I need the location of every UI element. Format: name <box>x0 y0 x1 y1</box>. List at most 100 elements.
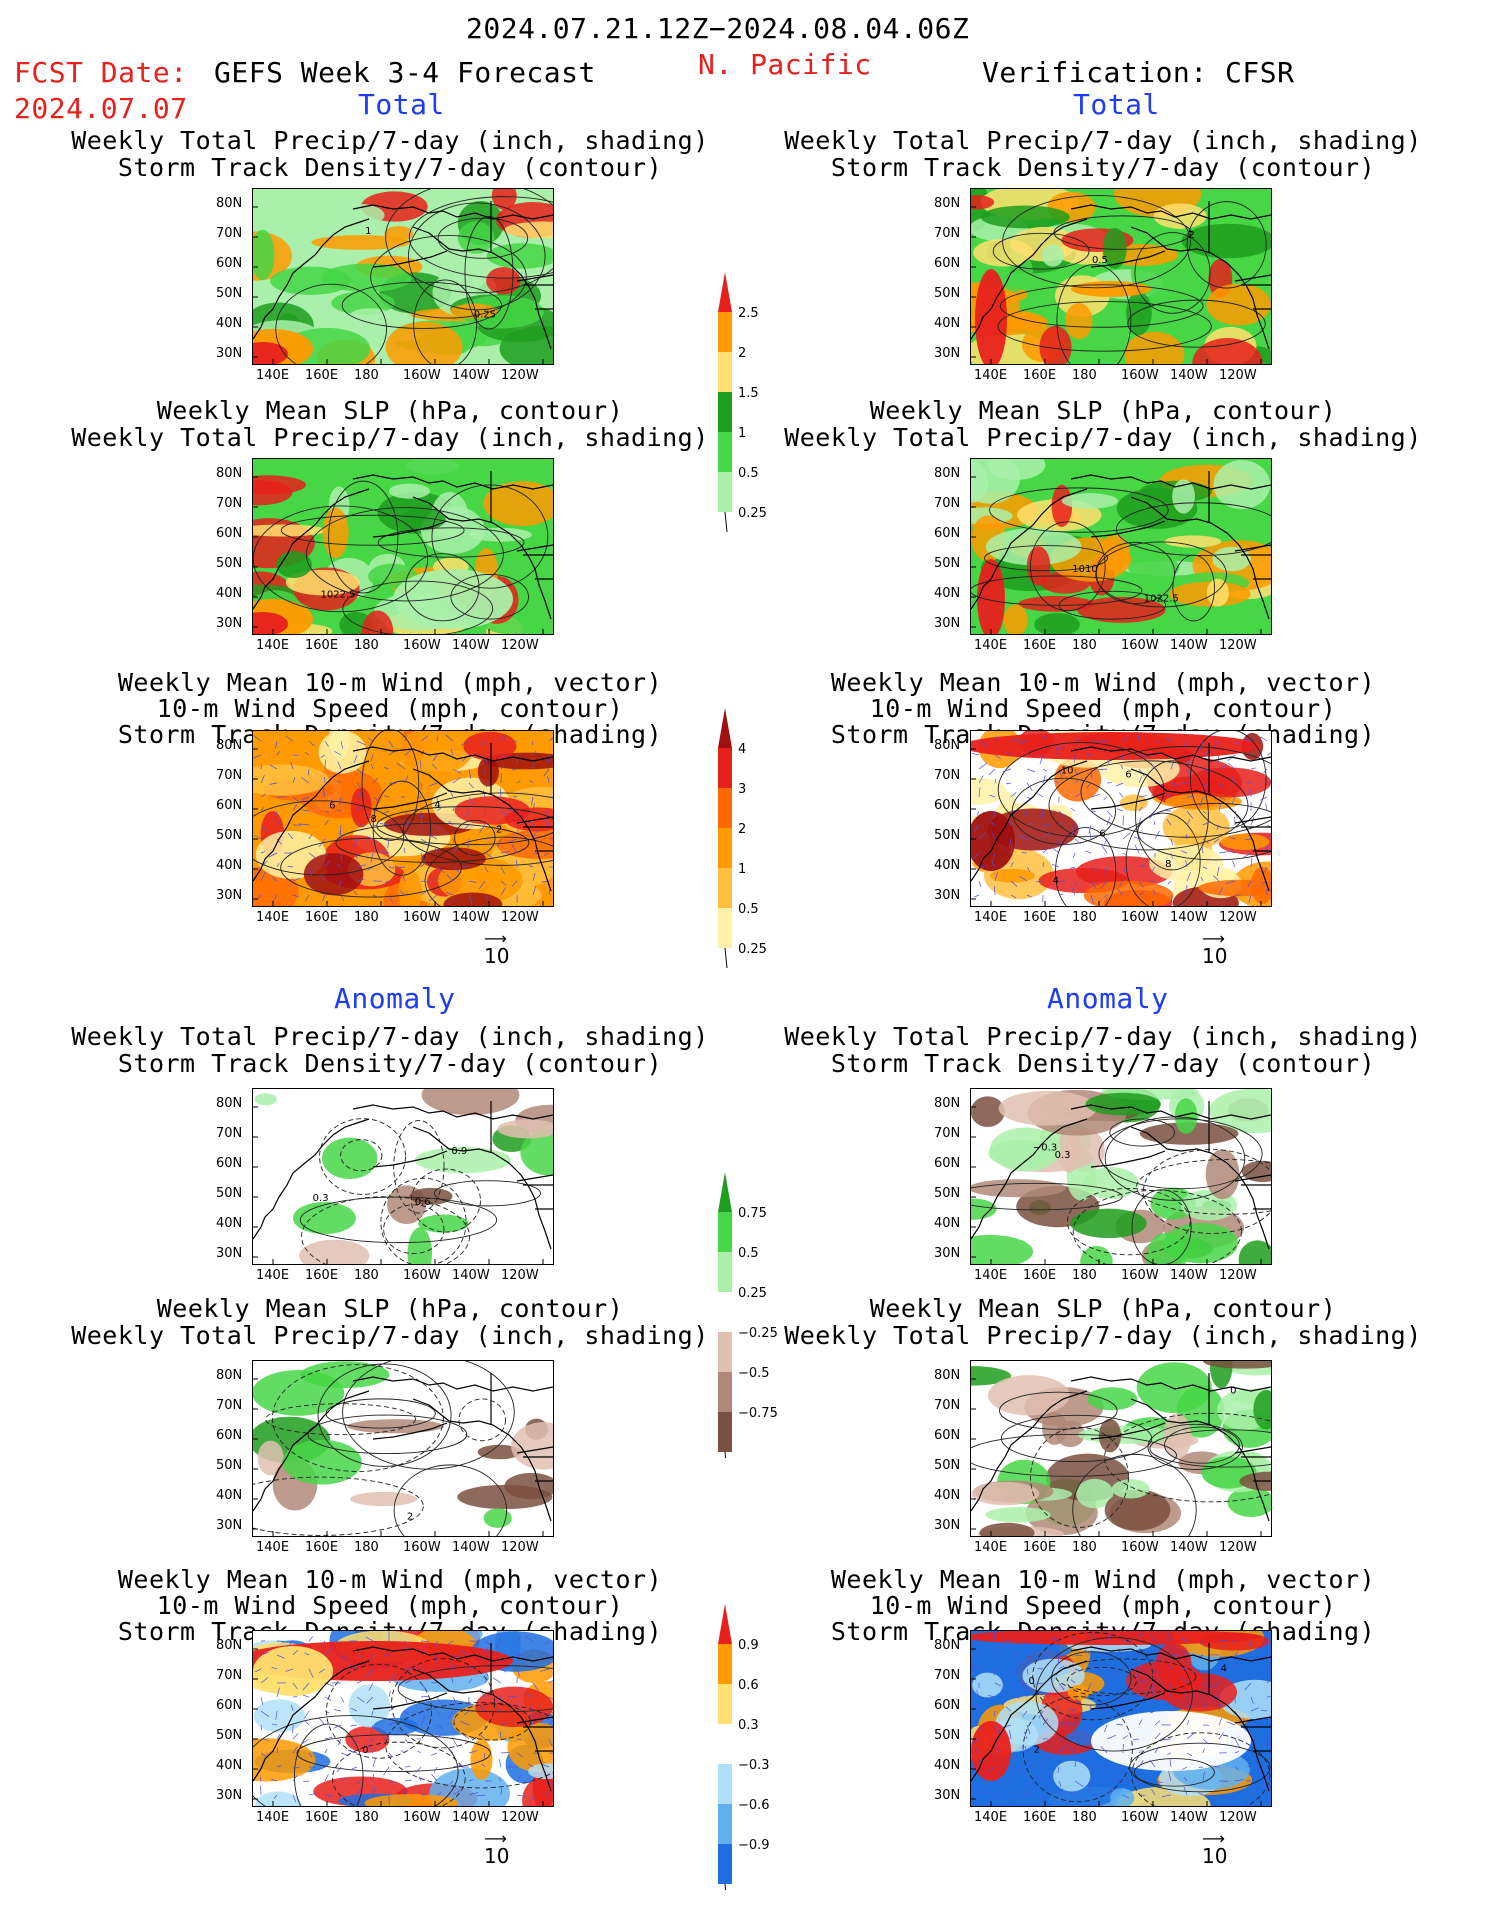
panel-title-line: Storm Track Density/7-day (contour) <box>117 153 663 182</box>
colorbar-tick-label: 3 <box>738 782 746 797</box>
contour-label: 0 <box>362 1745 368 1756</box>
lat-tick-label: 50N <box>216 286 243 301</box>
colorbar-tick-label: 2 <box>738 346 746 361</box>
colorbar-end-cap <box>724 1883 727 1890</box>
lon-tick-label: 120W <box>501 1268 539 1283</box>
colorbar-tick-label: 0.5 <box>738 1246 759 1261</box>
colorbar-segment <box>718 748 732 788</box>
lon-tick-label: 140W <box>452 638 490 653</box>
panel-title-line: Weekly Mean SLP (hPa, contour) <box>869 396 1337 425</box>
colorbar-segment <box>718 1644 732 1684</box>
contour-label: 6 <box>329 801 335 812</box>
lat-tick-label: 80N <box>934 1638 961 1653</box>
lon-tick-label: 160W <box>1121 1268 1159 1283</box>
colorbar-tick-label: −0.9 <box>738 1838 770 1853</box>
map-panel-vsa: 0 <box>970 1360 1272 1537</box>
reference-vector: ⟶ 10 <box>484 1831 509 1869</box>
colorbar-tick-label: 0.25 <box>738 942 767 957</box>
lat-tick-label: 40N <box>934 586 961 601</box>
lat-tick-label: 80N <box>216 1096 243 1111</box>
lat-tick-label: 30N <box>216 616 243 631</box>
lat-tick-label: 50N <box>216 1458 243 1473</box>
map-plot: 0.9 0.6 0.3 <box>253 1089 553 1264</box>
contour-label: 0.3 <box>1055 1150 1071 1161</box>
reference-vector-arrow: ⟶ <box>1202 929 1225 948</box>
lat-tick-label: 40N <box>934 1488 961 1503</box>
colorbar-tick-label: 0.3 <box>738 1718 759 1733</box>
lat-tick-label: 40N <box>216 586 243 601</box>
lon-tick-label: 140E <box>256 1540 290 1555</box>
contour-label: 2 <box>496 825 502 836</box>
lon-tick-label: 140W <box>1170 1810 1208 1825</box>
panel-title-line: Weekly Total Precip/7-day (inch, shading… <box>71 1022 709 1051</box>
contour-label: 1010 <box>1072 564 1097 575</box>
colorbar-tick-label: 0.9 <box>738 1638 759 1653</box>
lon-tick-label: 140E <box>974 638 1008 653</box>
contour-label: 2 <box>407 1511 413 1522</box>
panel-title-line: Weekly Mean SLP (hPa, contour) <box>156 396 624 425</box>
lon-tick-label: 140E <box>256 910 290 925</box>
map-panel-vw: 6 4 6 8 10 <box>970 730 1272 907</box>
lat-tick-label: 80N <box>216 1368 243 1383</box>
lat-tick-label: 60N <box>934 1428 961 1443</box>
contour-label: 0.6 <box>415 1197 431 1208</box>
lon-tick-label: 160E <box>1023 1810 1057 1825</box>
lon-tick-label: 180 <box>1072 1810 1097 1825</box>
lon-tick-label: 120W <box>1219 1810 1257 1825</box>
lon-tick-label: 140E <box>974 1540 1008 1555</box>
colorbar-end-cap <box>724 511 728 533</box>
panel-title-line: Weekly Total Precip/7-day (inch, shading… <box>71 1321 709 1350</box>
contour-label: 4 <box>1221 1663 1227 1674</box>
lat-tick-label: 70N <box>934 496 961 511</box>
map-plot: 0 <box>971 1361 1271 1536</box>
lat-tick-label: 70N <box>934 768 961 783</box>
lon-tick-label: 120W <box>1219 1540 1257 1555</box>
lon-tick-label: 160E <box>1023 368 1057 383</box>
lon-tick-label: 160E <box>1023 1540 1057 1555</box>
colorbar-tick-label: 0.75 <box>738 1206 767 1221</box>
lat-tick-label: 30N <box>216 1788 243 1803</box>
lat-tick-label: 40N <box>934 1758 961 1773</box>
lon-tick-label: 120W <box>1219 1268 1257 1283</box>
colorbar-segment <box>718 908 732 948</box>
lon-tick-label: 160W <box>1121 910 1159 925</box>
contour-label: 0 <box>1028 1676 1034 1687</box>
reference-vector-arrow: ⟶ <box>484 929 507 948</box>
lon-tick-label: 180 <box>354 910 379 925</box>
colorbar-end-cap <box>718 1172 732 1212</box>
reference-vector-label: 10 <box>1202 1844 1228 1868</box>
colorbar-end-cap <box>718 708 732 748</box>
colorbar-end-cap <box>724 1451 727 1458</box>
colorbar-tick-label: 0.5 <box>738 902 759 917</box>
lon-tick-label: 140E <box>974 910 1008 925</box>
colorbar-tick-label: 0.5 <box>738 466 759 481</box>
colorbar-segment <box>718 1724 732 1764</box>
lat-tick-label: 70N <box>216 768 243 783</box>
panel-title-line: Weekly Total Precip/7-day (inch, shading… <box>784 1022 1422 1051</box>
lat-tick-label: 50N <box>216 1186 243 1201</box>
lon-tick-label: 120W <box>501 368 539 383</box>
colorbar-tick-label: −0.75 <box>738 1406 778 1421</box>
lon-tick-label: 140W <box>452 368 490 383</box>
panel-title-line: Weekly Total Precip/7-day (inch, shading… <box>784 1321 1422 1350</box>
lon-tick-label: 120W <box>501 1540 539 1555</box>
lon-tick-label: 160W <box>403 368 441 383</box>
lon-tick-label: 180 <box>1072 1540 1097 1555</box>
lat-tick-label: 60N <box>934 798 961 813</box>
colorbar-segment <box>718 392 732 432</box>
contour-label: 0.9 <box>451 1146 467 1157</box>
reference-vector: ⟶ 10 <box>1202 929 1227 969</box>
panel-title-line: 10-m Wind Speed (mph, contour) <box>156 1591 624 1620</box>
lat-tick-label: 50N <box>934 1186 961 1201</box>
lat-tick-label: 40N <box>216 1758 243 1773</box>
lat-tick-label: 70N <box>216 496 243 511</box>
map-panel-fw: 2 4 6 8 <box>252 730 554 907</box>
colorbar-end-cap <box>718 1604 732 1644</box>
lat-tick-label: 70N <box>216 1398 243 1413</box>
lon-tick-label: 140W <box>452 1810 490 1825</box>
panel-title-line: Weekly Total Precip/7-day (inch, shading… <box>71 423 709 452</box>
contour-label: 8 <box>370 814 376 825</box>
lat-tick-label: 70N <box>934 1398 961 1413</box>
lon-tick-label: 140E <box>974 1268 1008 1283</box>
